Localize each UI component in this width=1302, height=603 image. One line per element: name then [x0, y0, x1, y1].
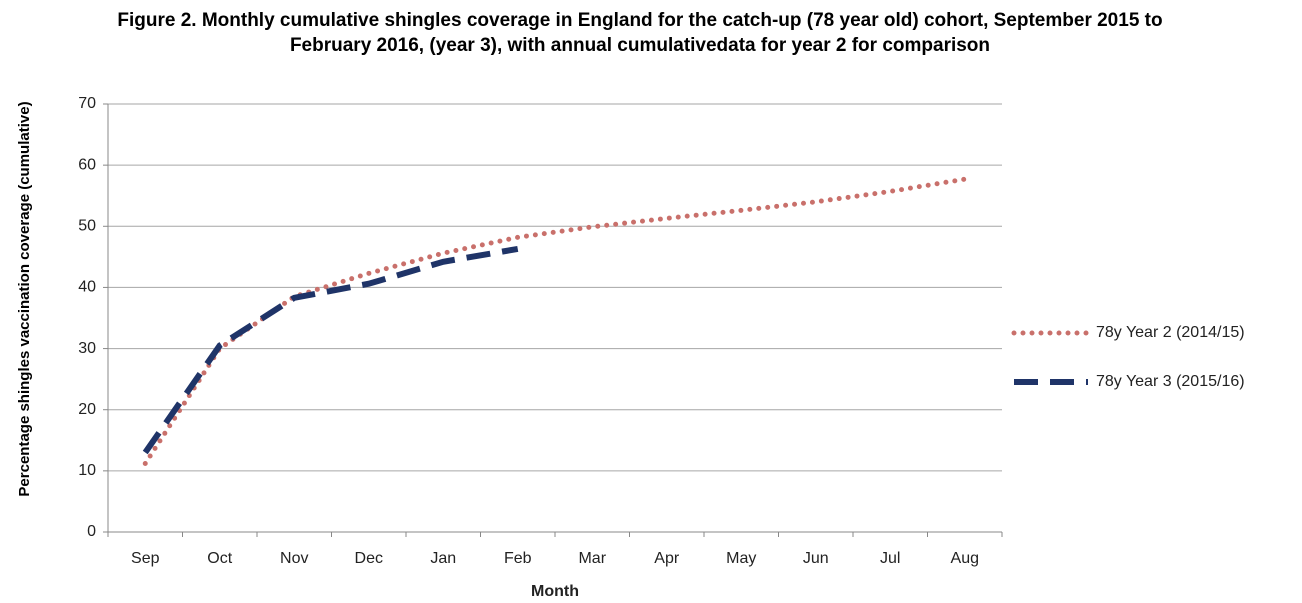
x-tick-label: Jun — [803, 550, 829, 567]
x-tick-label: Mar — [578, 550, 606, 567]
y-tick-label: 10 — [78, 462, 96, 479]
y-tick-label: 50 — [78, 218, 96, 235]
x-tick-label: Aug — [951, 550, 979, 567]
x-tick-label: May — [726, 550, 756, 567]
x-tick-label: Dec — [355, 550, 383, 567]
series-line — [142, 245, 519, 455]
x-tick-label: Sep — [131, 550, 160, 567]
x-tick-label: Feb — [504, 550, 532, 567]
y-tick-label: 60 — [78, 156, 96, 173]
y-tick-label: 20 — [78, 401, 96, 418]
x-tick-label: Oct — [207, 550, 232, 567]
legend-label: 78y Year 2 (2014/15) — [1096, 324, 1245, 341]
y-tick-label: 0 — [87, 523, 96, 540]
x-axis-label: Month — [531, 583, 579, 600]
chart-title: Figure 2. Monthly cumulative shingles co… — [117, 10, 1163, 56]
x-tick-label: Jan — [430, 550, 456, 567]
y-tick-label: 30 — [78, 340, 96, 357]
x-tick-label: Jul — [880, 550, 900, 567]
legend-label: 78y Year 3 (2015/16) — [1096, 373, 1245, 390]
x-tick-label: Apr — [654, 550, 680, 567]
series-line — [142, 176, 968, 467]
y-tick-label: 40 — [78, 279, 96, 296]
y-tick-label: 70 — [78, 95, 96, 112]
x-tick-label: Nov — [280, 550, 308, 567]
